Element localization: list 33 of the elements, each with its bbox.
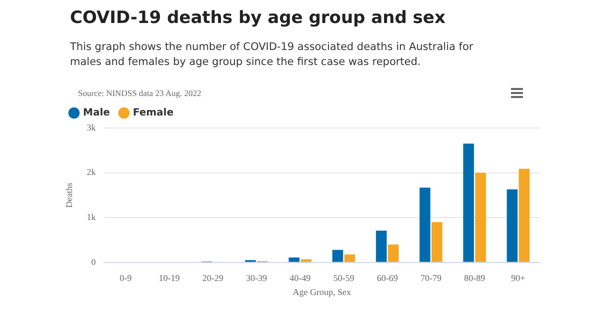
bar <box>420 188 430 262</box>
x-tick-label: 20-29 <box>202 273 224 284</box>
bar <box>518 168 530 262</box>
bar <box>463 144 474 262</box>
bar <box>288 257 300 262</box>
x-tick-label: 90+ <box>511 273 526 284</box>
y-axis-title: Deaths <box>64 182 74 208</box>
y-tick-label: 3k <box>86 122 96 132</box>
bar <box>300 259 312 262</box>
bar <box>388 244 399 262</box>
bar <box>432 222 442 262</box>
y-tick-label: 0 <box>91 256 96 267</box>
x-tick-label: 10-19 <box>158 273 180 284</box>
chart-subtitle: This graph shows the number of COVID-19 associated deaths in Australia for males and females by age group since the first case was reported. <box>70 40 474 70</box>
x-tick-label: 50-59 <box>333 273 355 284</box>
x-axis-title: Age Group, Sex <box>292 286 352 297</box>
x-tick-label: 60-69 <box>376 273 398 284</box>
chart-title: COVID-19 deaths by age group and sex <box>70 8 446 28</box>
bar <box>376 230 387 262</box>
bar <box>332 250 344 262</box>
y-tick-label: 2k <box>86 167 96 178</box>
source-note: Source: NINDSS data 23 Aug. 2022 <box>78 88 202 98</box>
x-tick-label: 40-49 <box>290 273 312 284</box>
x-tick-label: 0-9 <box>120 273 132 284</box>
bar <box>475 172 486 262</box>
x-tick-label: 80-89 <box>464 273 486 284</box>
y-tick-label: 1k <box>86 212 96 222</box>
legend-label: Male <box>83 108 110 119</box>
legend-label: Female <box>132 108 174 119</box>
x-tick-label: 70-79 <box>420 273 442 284</box>
bar <box>344 254 356 262</box>
bar <box>506 189 518 262</box>
x-tick-label: 30-39 <box>246 273 268 284</box>
